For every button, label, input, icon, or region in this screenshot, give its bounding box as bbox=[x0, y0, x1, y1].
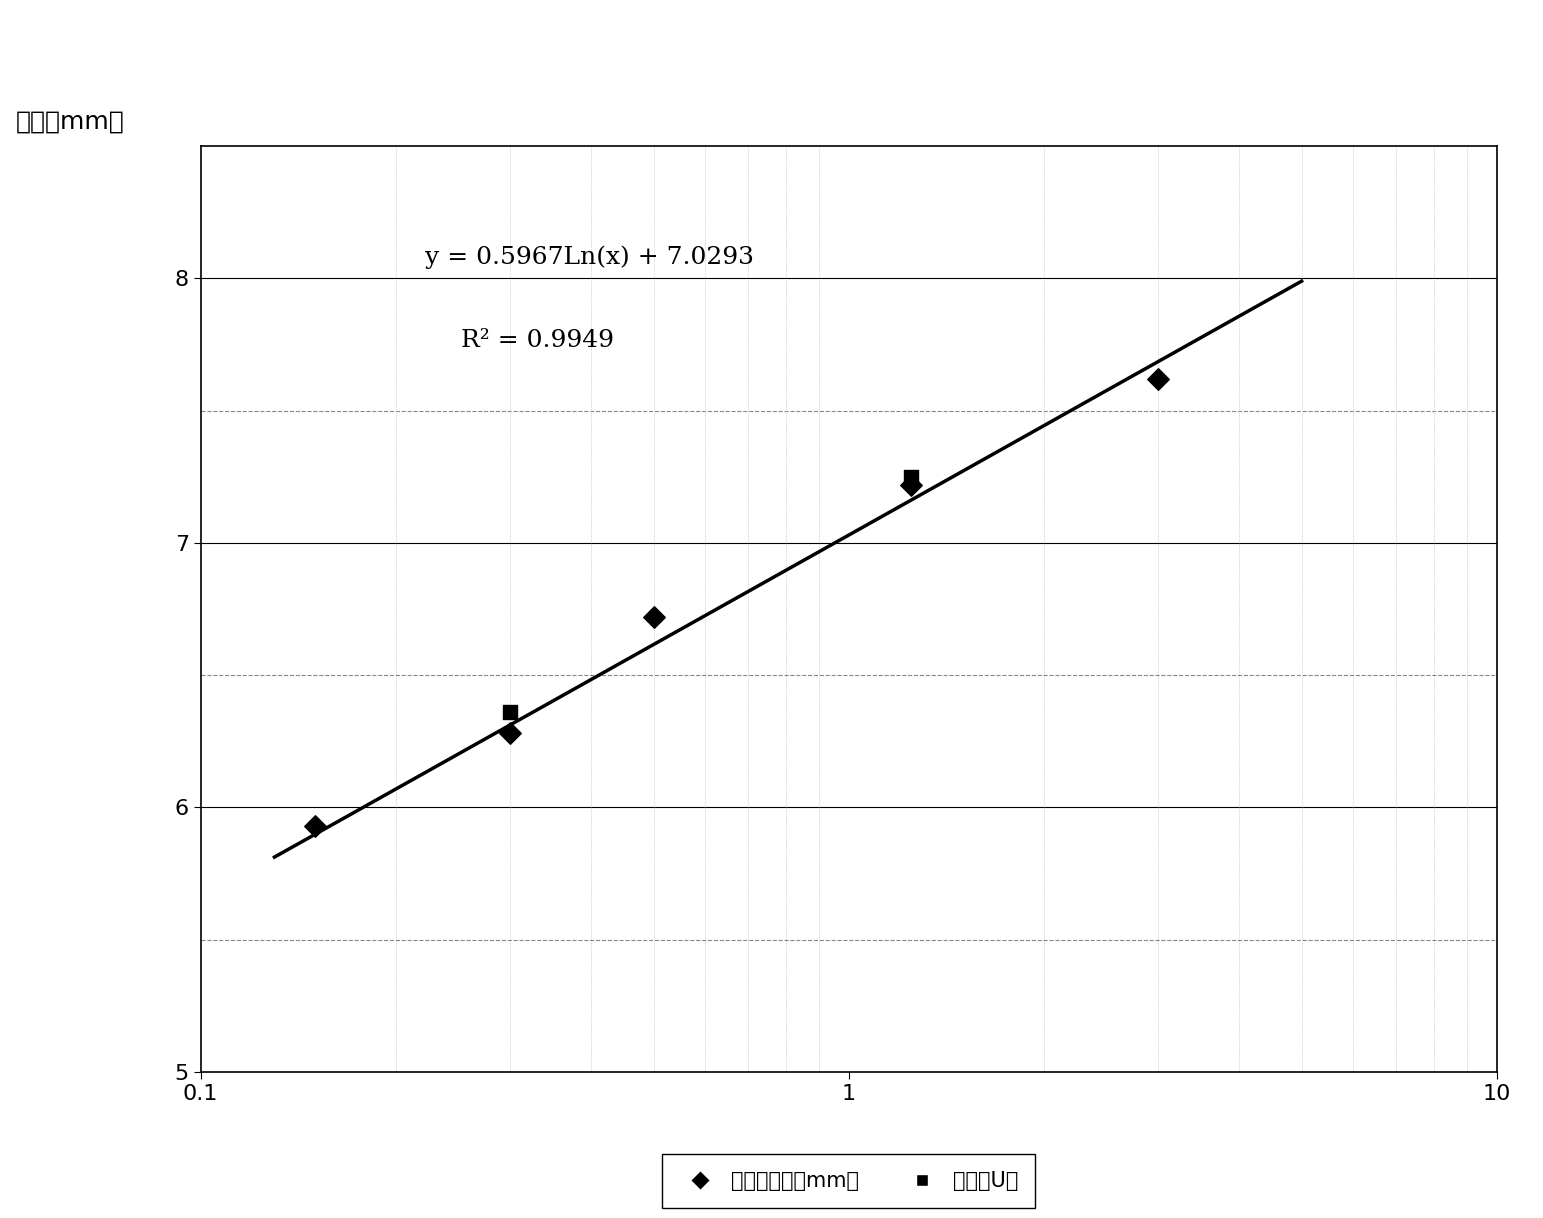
标准品直径（mm） bbox=[1145, 369, 1170, 389]
检品（U） bbox=[497, 703, 522, 722]
Text: 直径（mm）: 直径（mm） bbox=[15, 110, 123, 134]
检品（U） bbox=[900, 466, 924, 486]
Text: R² = 0.9949: R² = 0.9949 bbox=[461, 329, 614, 352]
标准品直径（mm） bbox=[302, 816, 327, 836]
标准品直径（mm） bbox=[900, 475, 924, 495]
Text: 活性单位（U）: 活性单位（U） bbox=[795, 1157, 903, 1181]
Text: y = 0.5967Ln(x) + 7.0293: y = 0.5967Ln(x) + 7.0293 bbox=[424, 246, 755, 269]
Legend: 标准品直径（mm）, 检品（U）: 标准品直径（mm）, 检品（U） bbox=[662, 1155, 1035, 1207]
标准品直径（mm） bbox=[497, 723, 522, 743]
标准品直径（mm） bbox=[642, 608, 667, 627]
